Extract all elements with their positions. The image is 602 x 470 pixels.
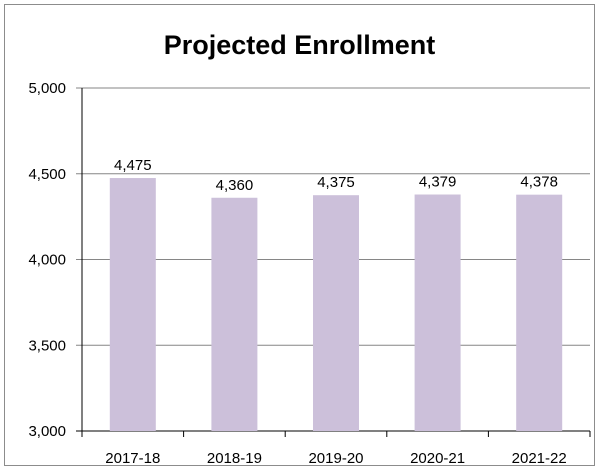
y-tick-label: 4,000: [28, 252, 66, 269]
bars: [109, 178, 563, 431]
y-tick-label: 3,000: [28, 423, 66, 440]
y-tick-label: 5,000: [28, 80, 66, 97]
bar: [211, 197, 258, 431]
bar: [313, 195, 359, 431]
chart-title: Projected Enrollment: [163, 30, 436, 60]
x-tick-label: 2020-21: [410, 450, 465, 467]
chart-frame: [4, 4, 595, 466]
y-tick-label: 3,500: [28, 337, 66, 354]
x-tick-label: 2017-18: [105, 450, 160, 467]
data-label: 4,378: [520, 174, 558, 191]
data-label: 4,375: [317, 174, 355, 191]
data-label: 4,475: [114, 157, 152, 174]
bar: [109, 178, 156, 431]
bar: [414, 194, 461, 431]
x-tick-label: 2021-22: [512, 450, 567, 467]
y-tick-label: 4,500: [28, 166, 66, 183]
data-label: 4,360: [216, 177, 254, 194]
x-axis-labels: 2017-18 2018-19 2019-20 2020-21 2021-22: [105, 450, 566, 467]
y-axis-labels: 3,000 3,500 4,000 4,500 5,000: [28, 80, 66, 440]
data-labels: 4,475 4,360 4,375 4,379 4,378: [114, 157, 558, 194]
bar: [516, 194, 563, 431]
data-label: 4,379: [419, 174, 457, 191]
x-tick-label: 2019-20: [308, 450, 363, 467]
x-tick-label: 2018-19: [207, 450, 262, 467]
